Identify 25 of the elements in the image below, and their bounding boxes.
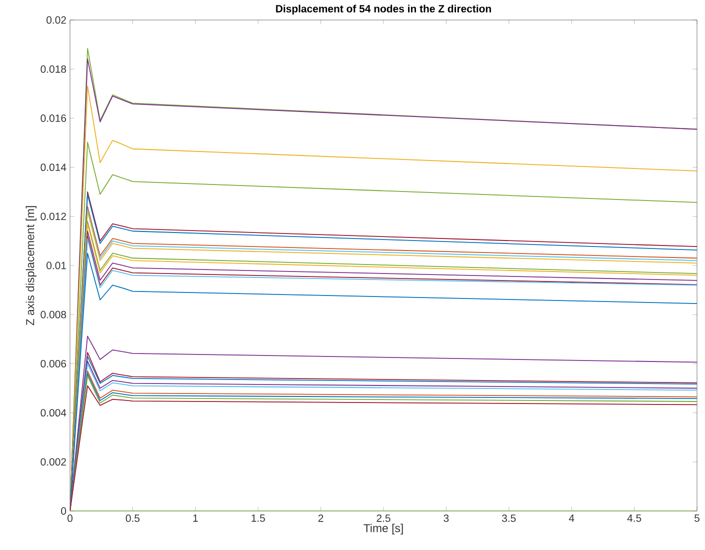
y-tick-label: 0.008 bbox=[40, 310, 66, 318]
x-tick-label: 1 bbox=[193, 514, 198, 522]
y-tick-label: 0 bbox=[61, 507, 66, 515]
x-tick-label: 2 bbox=[318, 514, 324, 522]
x-tick-label: 4 bbox=[568, 514, 574, 522]
y-tick-label: 0.014 bbox=[40, 164, 66, 172]
x-tick-label: 3 bbox=[444, 514, 449, 522]
x-tick-label: 5 bbox=[694, 514, 700, 522]
y-tick-label: 0.002 bbox=[40, 458, 66, 466]
y-tick-label: 0.006 bbox=[40, 360, 66, 368]
x-tick-label: 3.5 bbox=[502, 514, 516, 522]
y-tick-label: 0.018 bbox=[40, 65, 66, 73]
y-tick-label: 0.016 bbox=[40, 114, 66, 122]
y-tick-label: 0.02 bbox=[46, 16, 66, 24]
x-tick-label: 1.5 bbox=[252, 514, 265, 522]
x-axis-title: Time [s] bbox=[364, 524, 403, 534]
x-tick-label: 4.5 bbox=[627, 514, 642, 522]
y-tick-label: 0.012 bbox=[40, 212, 66, 220]
y-tick-label: 0.01 bbox=[46, 262, 66, 270]
y-tick-label: 0.004 bbox=[40, 409, 66, 417]
x-tick-label: 2.5 bbox=[376, 514, 390, 522]
x-tick-label: 0.5 bbox=[126, 514, 140, 522]
x-tick-label: 0 bbox=[67, 514, 72, 522]
chart-title: Displacement of 54 nodes in the Z direction bbox=[276, 4, 491, 14]
y-axis-title: Z axis displacement [m] bbox=[26, 206, 36, 326]
